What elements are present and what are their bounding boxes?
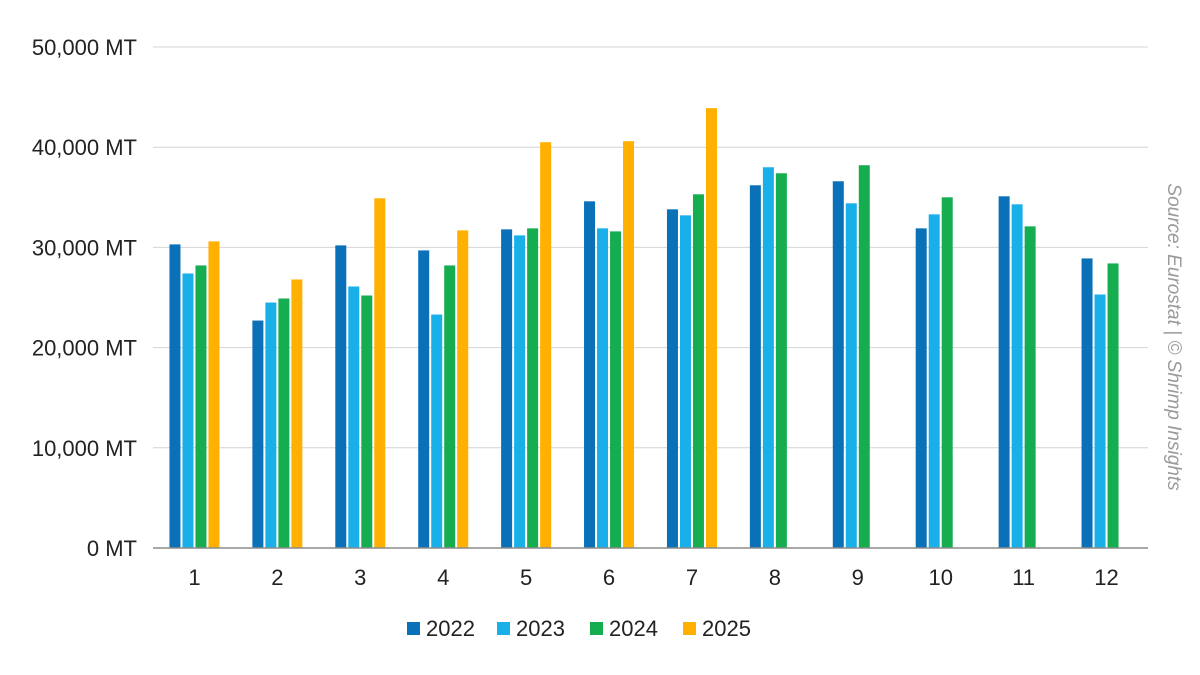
legend-swatch-2023: [497, 622, 510, 635]
bar-2022-11: [998, 196, 1010, 548]
y-axis: 0 MT 10,000 MT 20,000 MT 30,000 MT 40,000 MT…: [32, 35, 137, 561]
bar-2023-2: [265, 302, 277, 548]
bar-2022-9: [832, 181, 844, 548]
legend-label: 2023: [516, 616, 565, 641]
x-tick-label: 5: [520, 565, 532, 590]
legend-swatch-2024: [590, 622, 603, 635]
bar-2025-1: [208, 241, 220, 548]
bar-2023-1: [182, 273, 194, 548]
bar-2025-3: [374, 198, 386, 548]
bars: [169, 108, 1119, 549]
x-tick-label: 2: [271, 565, 283, 590]
bar-2024-7: [692, 194, 704, 548]
x-tick-label: 12: [1094, 565, 1118, 590]
bar-2022-8: [749, 185, 761, 548]
x-tick-label: 1: [188, 565, 200, 590]
bar-2023-5: [514, 235, 526, 548]
bar-2023-12: [1094, 294, 1106, 548]
bar-2023-3: [348, 286, 360, 548]
bar-2025-2: [291, 279, 303, 548]
bar-2025-6: [623, 141, 635, 549]
legend-label: 2022: [426, 616, 475, 641]
bar-2023-9: [845, 203, 857, 548]
bar-2025-7: [705, 108, 717, 548]
bar-2023-4: [431, 314, 443, 548]
bar-2025-5: [540, 142, 552, 548]
bar-2022-2: [252, 320, 264, 548]
y-tick-label: 0 MT: [87, 536, 137, 561]
bar-2024-4: [444, 265, 456, 548]
bar-2024-9: [858, 165, 870, 548]
bar-2025-4: [457, 230, 469, 548]
bar-2022-5: [501, 229, 513, 548]
bar-2022-10: [915, 228, 927, 548]
legend-label: 2025: [702, 616, 751, 641]
x-tick-label: 4: [437, 565, 449, 590]
y-tick-label: 30,000 MT: [32, 235, 137, 260]
bar-2023-10: [928, 214, 940, 549]
legend-label: 2024: [609, 616, 658, 641]
bar-2022-1: [169, 244, 181, 549]
x-tick-label: 11: [1012, 565, 1035, 590]
bar-2024-11: [1024, 226, 1036, 548]
source-annotation: Source: Eurostat | © Shrimp Insights: [1163, 183, 1184, 491]
x-tick-label: 6: [603, 565, 615, 590]
bar-2023-11: [1011, 204, 1023, 548]
x-axis: 1 2 3 4 5 6 7 8 9 10 11 12: [188, 565, 1118, 590]
bar-2023-8: [762, 167, 774, 549]
y-tick-label: 50,000 MT: [32, 35, 137, 60]
x-tick-label: 8: [769, 565, 781, 590]
x-tick-label: 9: [852, 565, 864, 590]
bar-2024-1: [195, 265, 207, 548]
bar-2024-5: [527, 228, 539, 548]
y-tick-label: 20,000 MT: [32, 336, 137, 361]
legend: 2022 2023 2024 2025: [407, 616, 751, 641]
bar-2023-6: [597, 228, 609, 548]
x-tick-label: 7: [686, 565, 698, 590]
bar-2022-6: [584, 201, 596, 549]
bar-2024-6: [610, 231, 622, 549]
bar-2024-12: [1107, 263, 1119, 548]
bar-2024-8: [775, 173, 787, 548]
bar-2023-7: [679, 215, 691, 548]
gridlines: [153, 46, 1148, 449]
bar-2022-12: [1081, 258, 1093, 548]
x-tick-label: 3: [354, 565, 366, 590]
bar-2024-2: [278, 298, 290, 548]
legend-swatch-2022: [407, 622, 420, 635]
x-tick-label: 10: [928, 565, 952, 590]
bar-2024-3: [361, 295, 373, 548]
bar-2022-3: [335, 245, 347, 548]
legend-swatch-2025: [683, 622, 696, 635]
bar-2024-10: [941, 197, 953, 549]
y-tick-label: 40,000 MT: [32, 135, 137, 160]
bar-2022-7: [666, 209, 678, 548]
bar-2022-4: [418, 250, 430, 548]
y-tick-label: 10,000 MT: [32, 436, 137, 461]
